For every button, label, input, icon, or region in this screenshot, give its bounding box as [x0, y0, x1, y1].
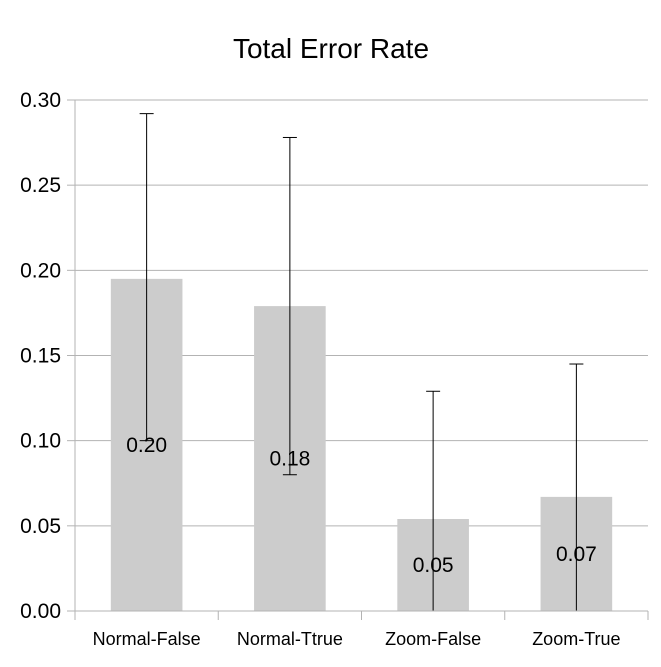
y-tick-label: 0.00 — [20, 600, 61, 623]
x-tick-label: Zoom-True — [532, 629, 620, 649]
axes — [67, 99, 649, 620]
y-tick-labels: 0.00 0.05 0.10 0.15 0.20 0.25 0.30 — [20, 89, 61, 623]
data-label: 0.07 — [556, 543, 597, 566]
x-tick-labels: Normal-False Normal-Ttrue Zoom-False Zoom-T… — [93, 629, 621, 649]
y-tick-label: 0.15 — [20, 345, 61, 368]
x-tick-label: Normal-Ttrue — [237, 629, 343, 649]
data-label: 0.05 — [413, 554, 454, 577]
chart-title: Total Error Rate — [233, 33, 429, 64]
data-labels: 0.20 0.18 0.05 0.07 — [126, 434, 597, 577]
y-tick-label: 0.10 — [20, 430, 61, 453]
y-tick-label: 0.30 — [20, 89, 61, 112]
data-label: 0.20 — [126, 434, 167, 457]
y-tick-label: 0.05 — [20, 515, 61, 538]
x-tick-label: Normal-False — [93, 629, 201, 649]
y-tick-label: 0.20 — [20, 259, 61, 282]
x-tick-label: Zoom-False — [385, 629, 481, 649]
error-bars — [139, 113, 584, 611]
bars — [110, 278, 613, 611]
y-tick-label: 0.25 — [20, 174, 61, 197]
data-label: 0.18 — [269, 448, 310, 471]
